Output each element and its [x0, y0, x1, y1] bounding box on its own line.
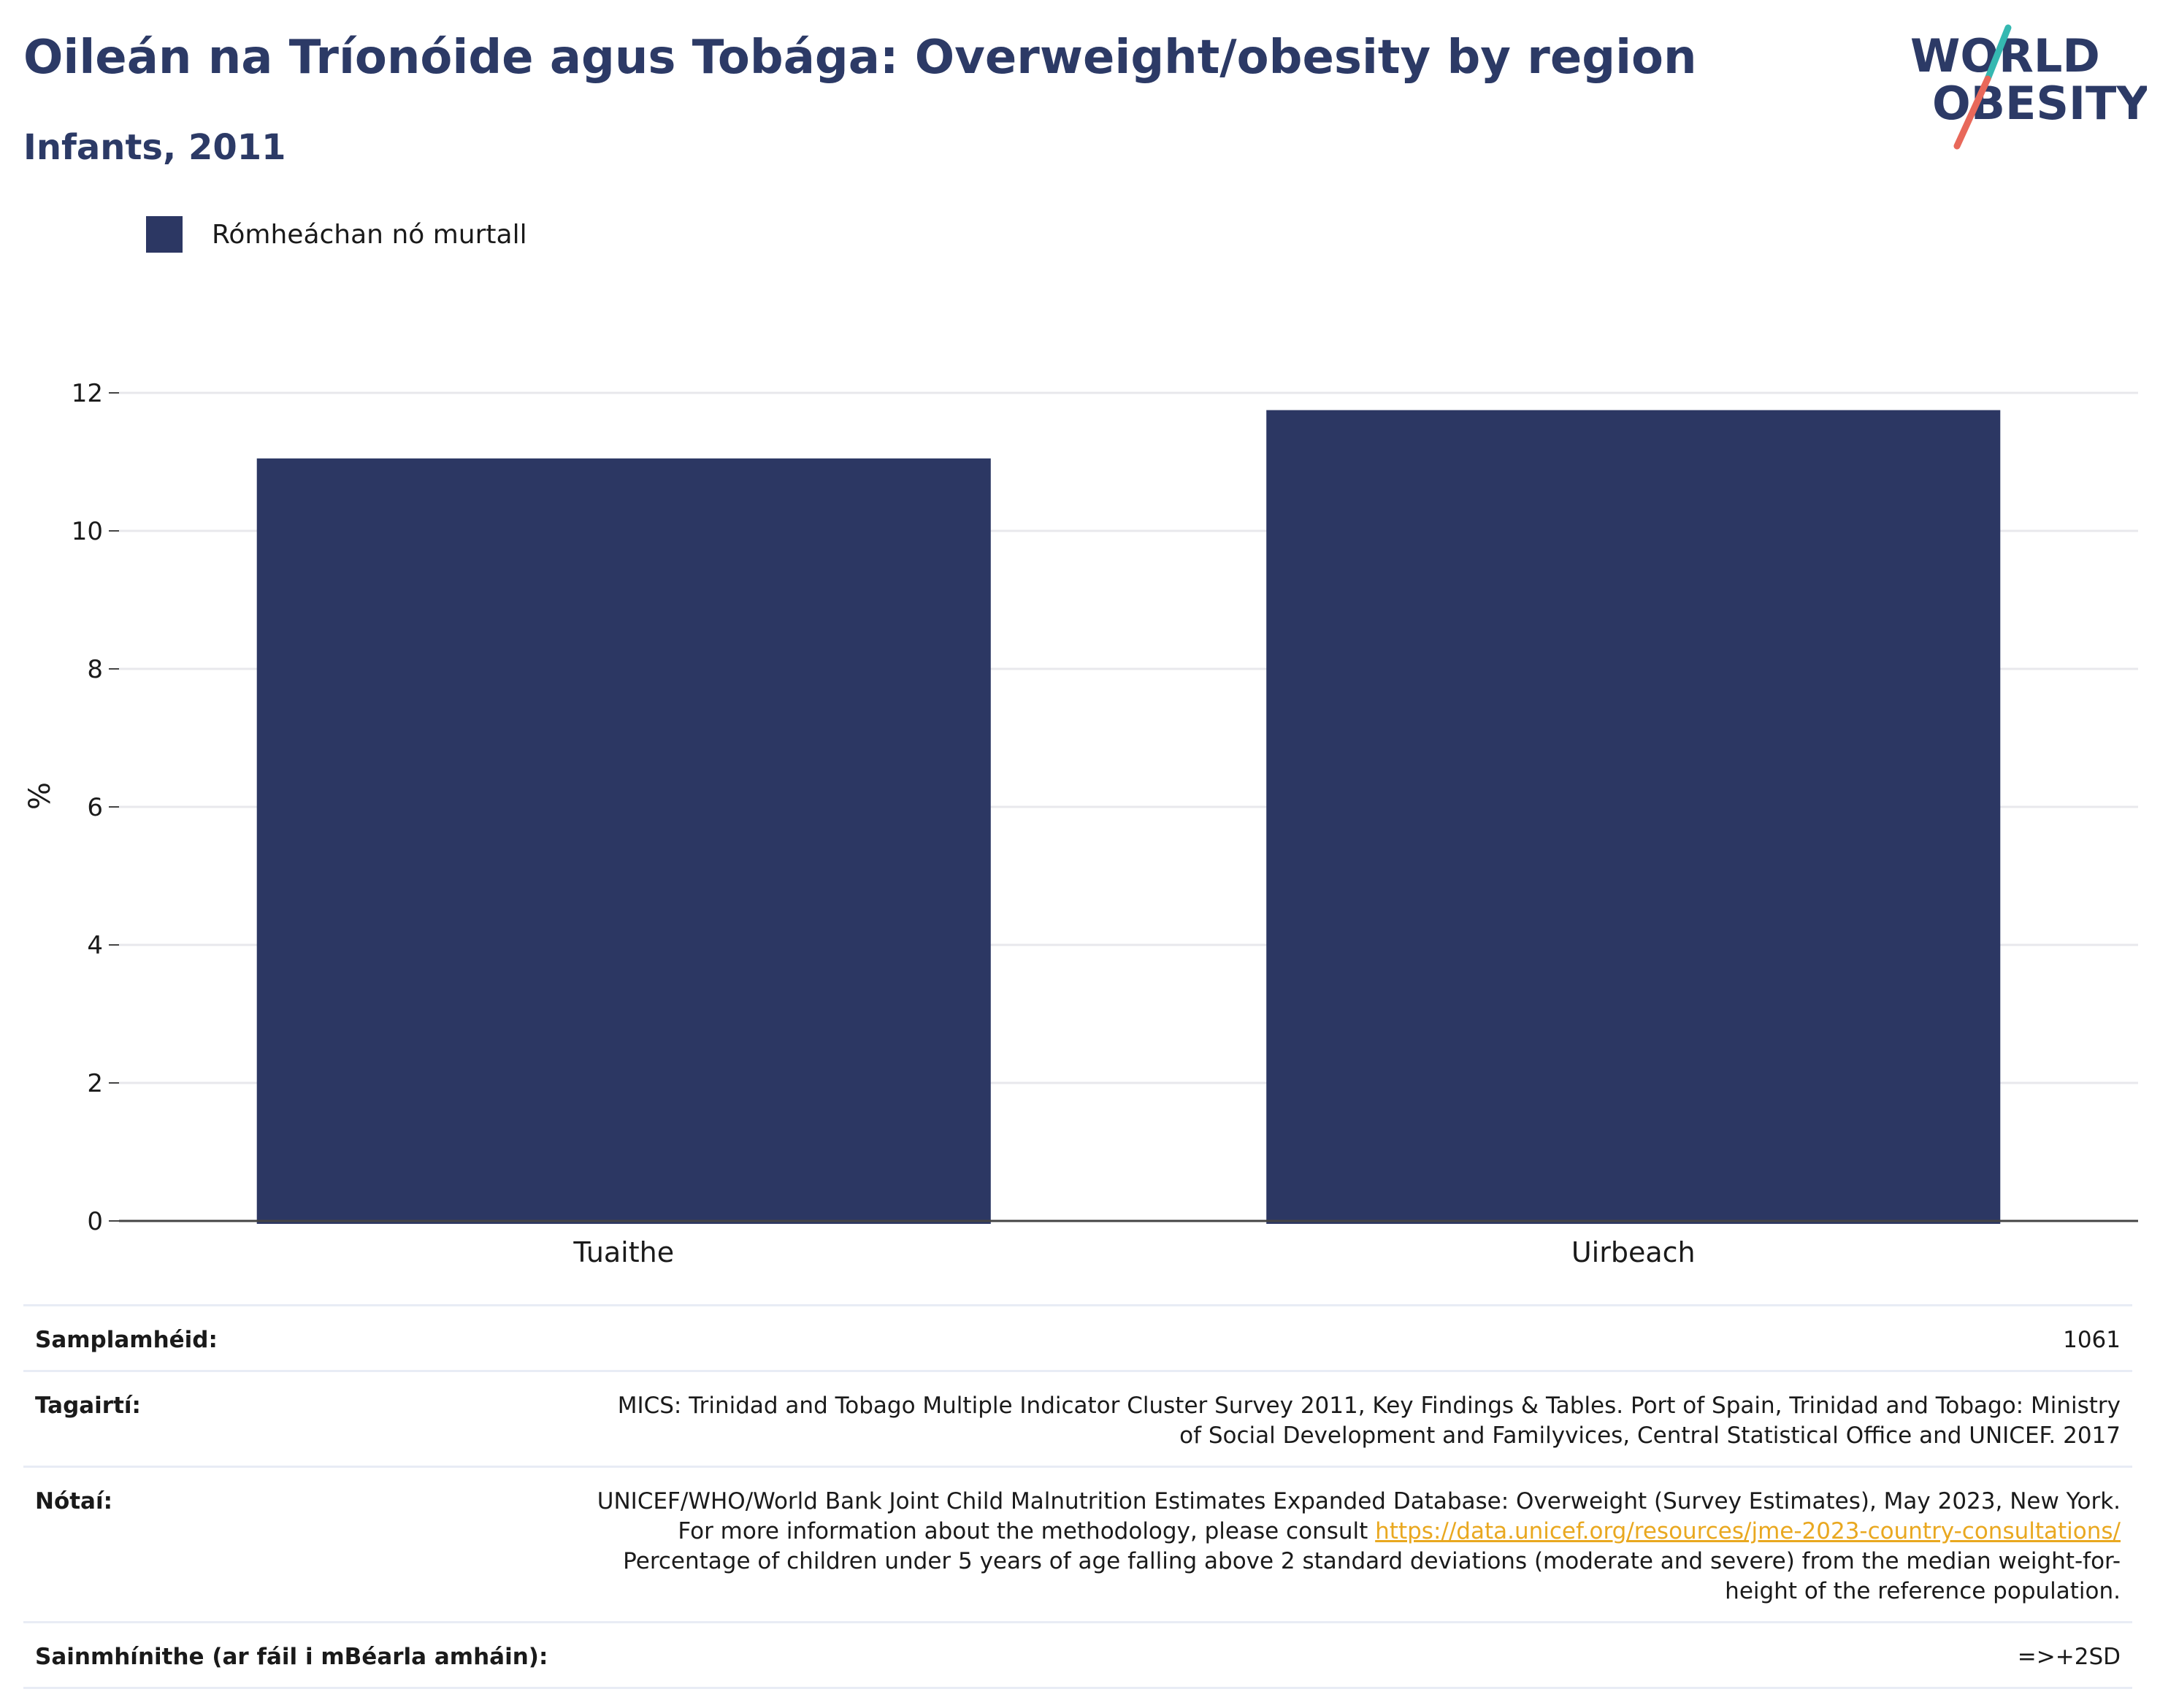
- y-tick-label: 8: [87, 655, 103, 684]
- info-table: Samplamhéid: 1061 Tagairtí: MICS: Trinid…: [23, 1304, 2132, 1689]
- legend: Rómheáchan nó murtall: [146, 216, 527, 253]
- legend-swatch: [146, 216, 183, 253]
- references-value: MICS: Trinidad and Tobago Multiple Indic…: [590, 1370, 2132, 1467]
- bar-tuaithe: [256, 458, 991, 1224]
- notes-link[interactable]: https://data.unicef.org/resources/jme-20…: [1375, 1518, 2121, 1544]
- logo-slash-top: [1984, 24, 2012, 83]
- notes-value: UNICEF/WHO/World Bank Joint Child Malnut…: [590, 1466, 2132, 1623]
- y-tick-label: 0: [87, 1207, 103, 1236]
- bar-chart: 0 2 4 6 8 10 12 Tuaithe Uirbeach %: [23, 379, 2138, 1268]
- references-label: Tagairtí:: [23, 1370, 590, 1467]
- x-category-label: Uirbeach: [1571, 1236, 1696, 1268]
- references-row: Tagairtí: MICS: Trinidad and Tobago Mult…: [23, 1370, 2132, 1467]
- y-tick-label: 6: [87, 793, 103, 822]
- y-tick-label: 2: [87, 1069, 103, 1098]
- definitions-row: Sainmhínithe (ar fáil i mBéarla amháin):…: [23, 1621, 2132, 1689]
- sample-size-label: Samplamhéid:: [23, 1304, 590, 1371]
- chart-subtitle: Infants, 2011: [23, 127, 286, 168]
- notes-text: UNICEF/WHO/World Bank Joint Child Malnut…: [597, 1488, 2121, 1544]
- definitions-value: =>+2SD: [590, 1621, 2132, 1689]
- chart-title: Oileán na Tríonóide agus Tobága: Overwei…: [23, 31, 1697, 85]
- legend-label: Rómheáchan nó murtall: [212, 219, 527, 250]
- y-tick-label: 12: [72, 379, 103, 408]
- notes-row: Nótaí: UNICEF/WHO/World Bank Joint Child…: [23, 1466, 2132, 1623]
- notes-text-2: Percentage of children under 5 years of …: [623, 1548, 2121, 1604]
- sample-size-row: Samplamhéid: 1061: [23, 1304, 2132, 1371]
- bar-uirbeach: [1266, 410, 2001, 1224]
- bars: [256, 410, 2001, 1224]
- definitions-label: Sainmhínithe (ar fáil i mBéarla amháin):: [23, 1621, 590, 1689]
- x-category-label: Tuaithe: [572, 1236, 674, 1268]
- y-tick-label: 10: [72, 517, 103, 546]
- world-obesity-logo: WORLD OBESITY: [1910, 24, 2147, 150]
- x-axis-categories: Tuaithe Uirbeach: [572, 1236, 1695, 1268]
- logo-slash-bottom: [1953, 75, 1991, 150]
- y-axis-label: %: [23, 782, 57, 810]
- notes-label: Nótaí:: [23, 1466, 590, 1623]
- sample-size-value: 1061: [590, 1304, 2132, 1371]
- y-tick-label: 4: [87, 931, 103, 960]
- y-axis-ticks: 0 2 4 6 8 10 12: [72, 379, 119, 1236]
